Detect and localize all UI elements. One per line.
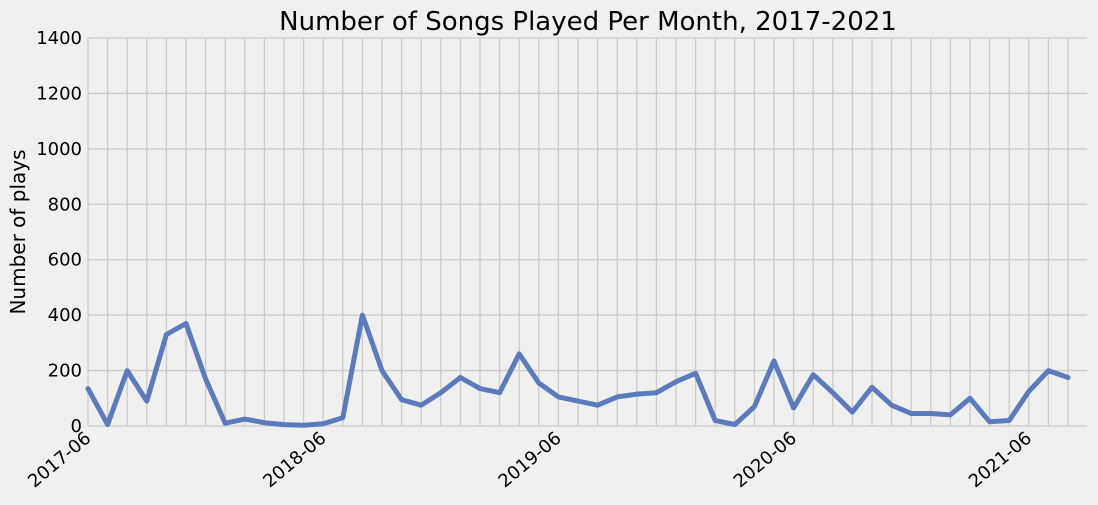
y-tick-label: 800 bbox=[48, 194, 82, 215]
y-tick-label: 600 bbox=[48, 250, 82, 271]
series-line bbox=[85, 312, 1071, 428]
y-tick-label: 1000 bbox=[36, 139, 82, 160]
y-tick-label: 200 bbox=[48, 361, 82, 382]
y-tick-label: 400 bbox=[48, 305, 82, 326]
y-tick-label: 1200 bbox=[36, 83, 82, 104]
chart-title: Number of Songs Played Per Month, 2017-2… bbox=[279, 7, 897, 37]
y-axis-label: Number of plays bbox=[6, 149, 30, 314]
y-tick-label: 0 bbox=[71, 416, 82, 437]
y-tick-label: 1400 bbox=[36, 28, 82, 49]
y-tick-labels: 0 200 400 600 800 1000 1200 1400 bbox=[36, 28, 82, 437]
